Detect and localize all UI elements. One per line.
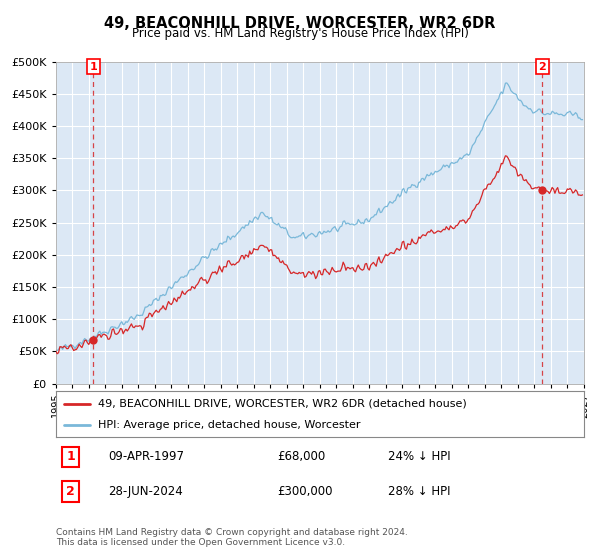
- Text: £68,000: £68,000: [278, 450, 326, 464]
- Text: Price paid vs. HM Land Registry's House Price Index (HPI): Price paid vs. HM Land Registry's House …: [131, 27, 469, 40]
- Text: 2: 2: [66, 485, 75, 498]
- Text: 09-APR-1997: 09-APR-1997: [109, 450, 185, 464]
- Text: 24% ↓ HPI: 24% ↓ HPI: [388, 450, 451, 464]
- Text: 49, BEACONHILL DRIVE, WORCESTER, WR2 6DR (detached house): 49, BEACONHILL DRIVE, WORCESTER, WR2 6DR…: [98, 399, 467, 409]
- Text: Contains HM Land Registry data © Crown copyright and database right 2024.
This d: Contains HM Land Registry data © Crown c…: [56, 528, 407, 547]
- Text: £300,000: £300,000: [278, 485, 333, 498]
- Text: HPI: Average price, detached house, Worcester: HPI: Average price, detached house, Worc…: [98, 421, 361, 430]
- Text: 2: 2: [539, 62, 546, 72]
- Text: 1: 1: [66, 450, 75, 464]
- Text: 49, BEACONHILL DRIVE, WORCESTER, WR2 6DR: 49, BEACONHILL DRIVE, WORCESTER, WR2 6DR: [104, 16, 496, 31]
- Text: 1: 1: [89, 62, 97, 72]
- Text: 28% ↓ HPI: 28% ↓ HPI: [388, 485, 451, 498]
- Text: 28-JUN-2024: 28-JUN-2024: [109, 485, 184, 498]
